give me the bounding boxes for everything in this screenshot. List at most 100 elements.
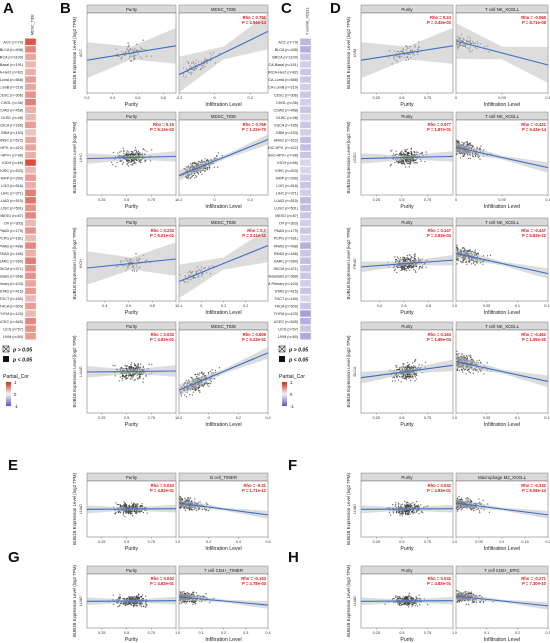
legend-p-lt-box: [3, 356, 9, 362]
scatter-point: [121, 375, 124, 378]
scatter-point: [410, 148, 412, 150]
facet-strip-label: Purity: [401, 324, 413, 329]
scatter-point: [394, 161, 396, 164]
legend-colorbar-tick: -1: [290, 404, 294, 409]
scatter-point: [396, 153, 398, 155]
legend-colorbar-segment: [282, 392, 287, 394]
scatter-point: [468, 370, 470, 373]
scatter-point: [399, 266, 401, 268]
heatmap-row-label: KICH (n=66): [277, 161, 298, 165]
x-tick-label: -0.2: [176, 416, 183, 420]
heatmap-cell: [299, 83, 312, 91]
scatter-point: [395, 511, 398, 513]
scatter-point: [392, 504, 394, 506]
x-tick-label: 0.6: [135, 96, 140, 100]
scatter-point: [115, 511, 117, 514]
scatter-point: [136, 503, 139, 505]
scatter-point: [131, 164, 134, 166]
scatter-point: [395, 365, 397, 367]
scatter-point: [465, 260, 468, 262]
scatter-point: [201, 508, 204, 511]
scatter-point: [401, 366, 403, 368]
heatmap-row-label: SARC (n=260): [274, 259, 298, 263]
scatter-point: [465, 355, 468, 357]
scatter-point: [208, 385, 210, 387]
heatmap-row-label: SKCM (n=471): [274, 267, 299, 271]
scatter-point: [458, 352, 460, 355]
legend-colorbar-segment: [6, 396, 11, 398]
scatter-point: [396, 271, 398, 274]
facet-strip-label: Purity: [126, 114, 138, 119]
scatter-point: [128, 504, 131, 506]
facet-strip-label: Purity: [126, 324, 138, 329]
x-tick-label: 0.25: [98, 416, 105, 420]
scatter-point: [142, 381, 144, 383]
scatter-point: [206, 384, 208, 386]
x-axis-label: Purity: [400, 102, 414, 108]
x-tick-label: 0.1: [545, 96, 550, 100]
scatter-point: [399, 257, 402, 259]
scatter-point: [463, 356, 466, 358]
scatter-point: [410, 258, 412, 260]
heatmap-row-label: BRCA-Her2 (n=82): [267, 71, 298, 75]
heatmap-row-label: UCS (n=57): [3, 327, 23, 331]
heatmap-row-label: COAD (n=458): [0, 108, 23, 112]
x-axis-label: Purity: [125, 637, 139, 643]
x-tick-label: 0.05: [483, 304, 490, 308]
heatmap-cell: [24, 211, 37, 219]
scatter-point: [118, 596, 120, 599]
scatter-point: [466, 263, 468, 265]
x-axis-label: Infiltration Level: [205, 546, 241, 552]
scatter-point: [130, 376, 132, 378]
y-axis-label: BUB1B Expression Level (log2 TPM): [346, 227, 351, 299]
scatter-point: [393, 270, 396, 272]
x-tick-label: 0.2: [206, 540, 211, 544]
heatmap-row-label: HNSC-HPV+ (n=98): [265, 154, 298, 158]
scatter-point: [457, 259, 459, 262]
facet-strip-label: T cell NK_XCELL: [485, 7, 520, 12]
scatter-point: [408, 377, 410, 379]
x-tick-label: 0.2: [248, 198, 253, 202]
scatter-point: [483, 373, 485, 375]
x-tick-label: 0.5: [124, 631, 129, 635]
heatmap-row-label: PCPG (n=181): [274, 237, 298, 241]
scatter-point: [414, 258, 416, 260]
x-axis-label: Infiltration Level: [205, 310, 241, 316]
heatmap-row-label: OV (n=303): [279, 222, 298, 226]
scatter-point: [401, 163, 403, 165]
scatter-point: [402, 152, 405, 154]
facet-strip-label: T cell NK_XCELL: [485, 114, 520, 119]
scatter-point: [198, 161, 200, 163]
scatter-point: [470, 251, 472, 253]
heatmap-cell: [24, 128, 37, 136]
x-tick-label: 0.4: [265, 416, 270, 420]
legend-colorbar-segment: [6, 405, 11, 407]
heatmap-row-label: SKCM-Primary (n=103): [0, 282, 23, 286]
scatter-point: [480, 145, 482, 147]
heatmap-cell: [299, 310, 312, 318]
scatter-point: [194, 162, 196, 165]
scatter-point: [460, 497, 463, 499]
heatmap-cell: [299, 174, 312, 182]
scatter-point: [206, 169, 208, 171]
heatmap-cell: [299, 128, 312, 136]
scatter-point: [392, 511, 394, 513]
scatter-point: [145, 603, 148, 605]
scatter-point: [406, 254, 408, 257]
legend-colorbar-segment: [282, 393, 287, 395]
heatmap-cell: [24, 159, 37, 167]
heatmap-cell: [24, 174, 37, 182]
heatmap-cell: [24, 279, 37, 287]
heatmap-cell: [299, 204, 312, 212]
scatter-point: [185, 395, 188, 398]
heatmap-cell: [299, 91, 312, 99]
y-axis-label: BUB1B Expression Level (log2 TPM): [346, 121, 351, 193]
scatter-point: [411, 511, 413, 514]
p-value-label: P = 5.23e-51: [242, 337, 267, 342]
scatter-point: [471, 145, 474, 147]
